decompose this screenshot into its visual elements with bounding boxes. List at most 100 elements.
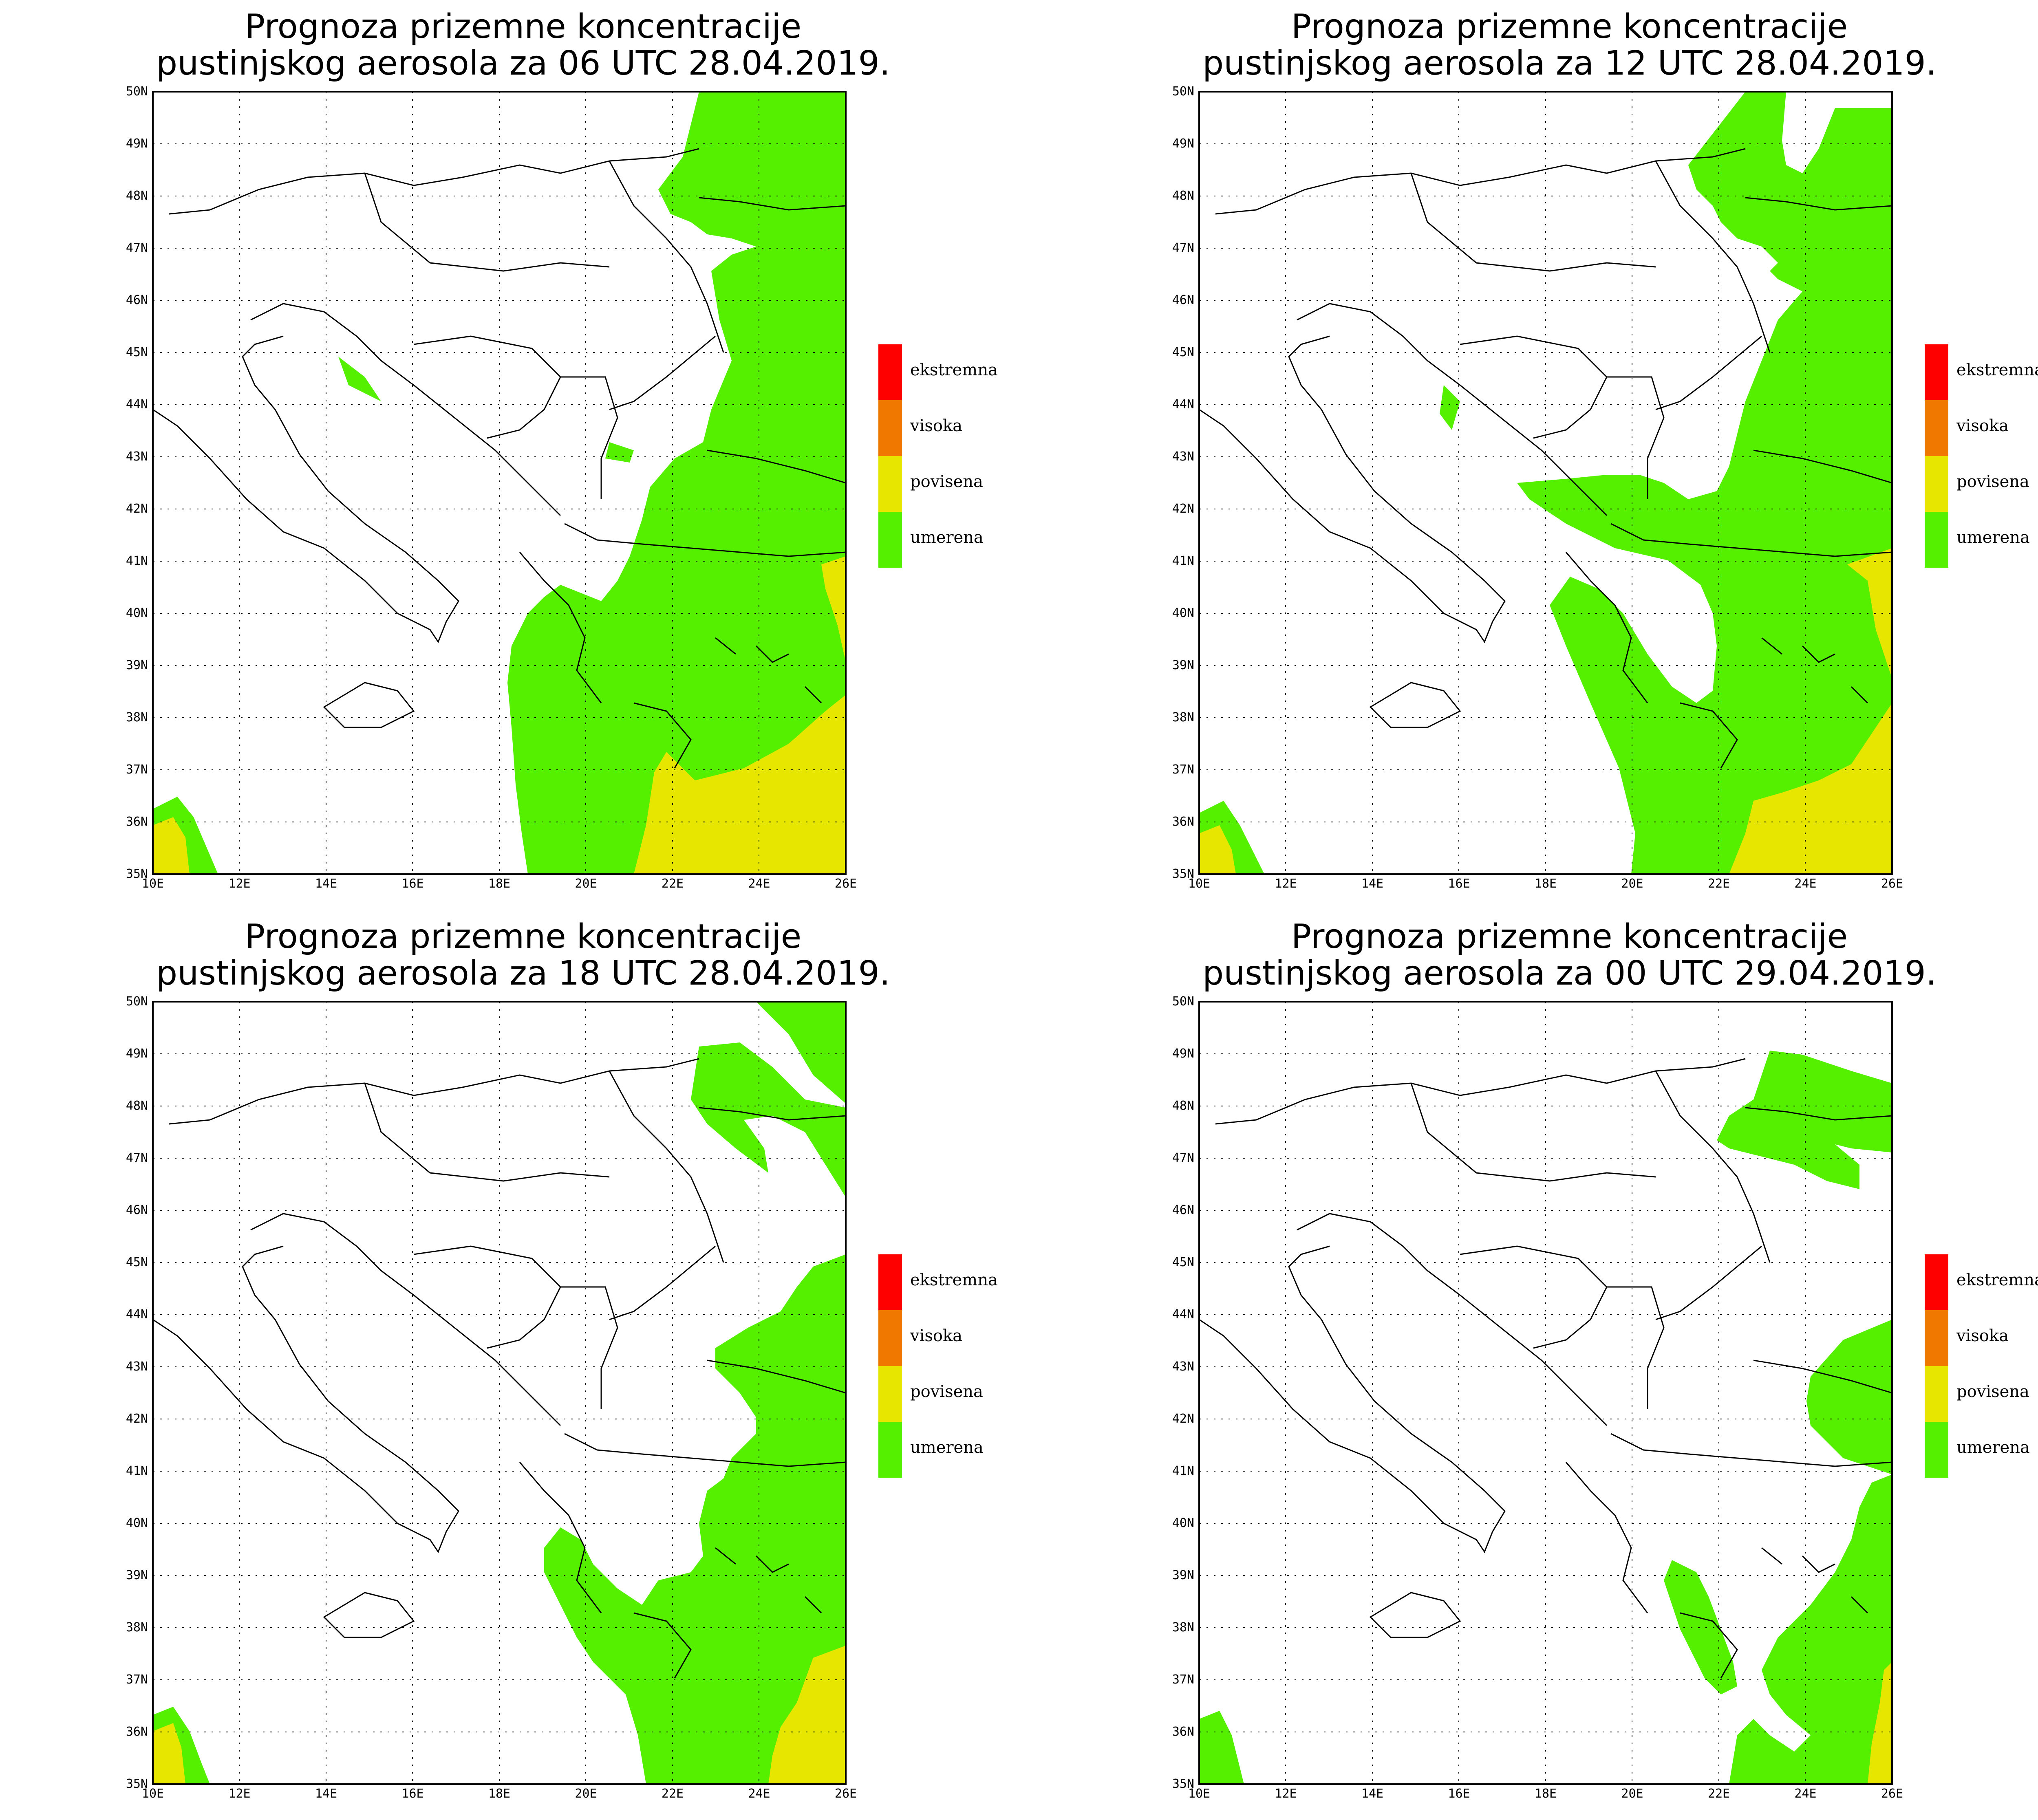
latitude-label: 38N	[126, 710, 148, 725]
latitude-label: 50N	[1172, 84, 1194, 99]
panel-title-line1: Prognoza prizemne koncentracije	[1291, 7, 1848, 46]
longitude-label: 18E	[1534, 877, 1557, 891]
legend-swatch-high	[878, 1310, 902, 1366]
legend-swatch-elevated	[878, 1366, 902, 1422]
latitude-label: 45N	[126, 1255, 148, 1269]
latitude-label: 39N	[1172, 658, 1194, 672]
latitude-label: 46N	[126, 293, 148, 307]
legend-swatch-moderate	[1925, 1422, 1948, 1478]
legend-swatch-elevated	[1925, 1366, 1948, 1422]
latitude-label: 35N	[1172, 867, 1194, 881]
latitude-label: 48N	[1172, 189, 1194, 203]
longitude-label: 14E	[315, 877, 337, 891]
longitude-label: 24E	[748, 1787, 770, 1801]
concentration-legend: ekstremna visoka povisena umerena	[1925, 344, 2038, 568]
longitude-label: 24E	[748, 877, 770, 891]
longitude-label: 24E	[1794, 877, 1817, 891]
latitude-label: 35N	[126, 867, 148, 881]
latitude-label: 48N	[126, 1099, 148, 1113]
longitude-label: 12E	[228, 877, 251, 891]
country-borders	[152, 1058, 846, 1679]
latitude-label: 43N	[126, 449, 148, 464]
latitude-label: 48N	[126, 189, 148, 203]
latitude-label: 39N	[1172, 1568, 1194, 1582]
longitude-label: 10E	[1188, 1787, 1211, 1801]
map-svg	[152, 1001, 847, 1785]
legend-label-extreme: ekstremna	[1956, 361, 2038, 379]
legend-label-moderate: umerena	[1956, 528, 2030, 547]
map-frame	[152, 1001, 847, 1785]
legend-swatch-high	[1925, 400, 1948, 456]
country-borders	[152, 148, 846, 769]
legend-label-moderate: umerena	[1956, 1438, 2030, 1457]
latitude-label: 37N	[126, 1672, 148, 1687]
legend-label-elevated: povisena	[910, 472, 983, 491]
latitude-label: 44N	[126, 397, 148, 412]
latitude-label: 39N	[126, 658, 148, 672]
latitude-label: 49N	[126, 137, 148, 151]
latitude-label: 42N	[126, 502, 148, 516]
longitude-label: 12E	[1275, 1787, 1297, 1801]
panel-title-line2: pustinjskog aerosola za 18 UTC 28.04.201…	[156, 954, 890, 993]
longitude-label: 26E	[834, 877, 857, 891]
forecast-panel-18utc: Prognoza prizemne koncentracije pustinjs…	[0, 910, 1046, 1820]
longitude-label: 22E	[1707, 877, 1730, 891]
latitude-label: 40N	[1172, 606, 1194, 620]
latitude-label: 43N	[1172, 449, 1194, 464]
legend-label-moderate: umerena	[910, 528, 984, 547]
latitude-label: 49N	[1172, 1047, 1194, 1061]
latitude-label: 40N	[126, 1516, 148, 1530]
legend-label-extreme: ekstremna	[1956, 1271, 2038, 1289]
latitude-label: 47N	[1172, 1151, 1194, 1165]
aerosol-elevated-region	[153, 556, 846, 874]
latitude-label: 50N	[126, 84, 148, 99]
longitude-label: 22E	[661, 1787, 684, 1801]
latitude-label: 49N	[126, 1047, 148, 1061]
country-borders	[1199, 148, 1892, 769]
legend-swatch-elevated	[1925, 456, 1948, 512]
longitude-label: 22E	[661, 877, 684, 891]
latitude-label: 41N	[1172, 1464, 1194, 1478]
longitude-label: 20E	[575, 1787, 597, 1801]
latitude-label: 36N	[126, 1725, 148, 1739]
latitude-label: 49N	[1172, 137, 1194, 151]
longitude-label: 26E	[1881, 877, 1903, 891]
panel-title-line1: Prognoza prizemne koncentracije	[245, 917, 802, 956]
latitude-label: 41N	[126, 554, 148, 568]
latitude-label: 40N	[126, 606, 148, 620]
latitude-label: 38N	[126, 1620, 148, 1635]
longitude-label: 16E	[1448, 1787, 1470, 1801]
concentration-legend: ekstremna visoka povisena umerena	[878, 344, 1041, 568]
longitude-label: 22E	[1707, 1787, 1730, 1801]
latitude-label: 45N	[1172, 345, 1194, 359]
latitude-label: 41N	[1172, 554, 1194, 568]
longitude-label: 16E	[401, 1787, 424, 1801]
latitude-label: 36N	[126, 815, 148, 829]
map-border	[152, 91, 847, 875]
longitude-label: 16E	[401, 877, 424, 891]
longitude-label: 10E	[141, 1787, 164, 1801]
aerosol-moderate-region	[1199, 1051, 1892, 1784]
map-border	[1198, 1001, 1893, 1785]
legend-swatch-moderate	[1925, 512, 1948, 568]
map-frame	[1198, 1001, 1893, 1785]
latitude-label: 43N	[1172, 1359, 1194, 1374]
legend-label-elevated: povisena	[1956, 1382, 2029, 1401]
latitude-label: 43N	[126, 1359, 148, 1374]
legend-swatch-extreme	[1925, 1254, 1948, 1310]
map-svg	[1198, 91, 1893, 875]
legend-swatch-high	[1925, 1310, 1948, 1366]
latitude-label: 35N	[1172, 1777, 1194, 1791]
map-border	[1198, 91, 1893, 875]
latitude-label: 38N	[1172, 710, 1194, 725]
legend-swatch-elevated	[878, 456, 902, 512]
panel-title-line2: pustinjskog aerosola za 00 UTC 29.04.201…	[1202, 954, 1937, 993]
legend-swatch-extreme	[1925, 344, 1948, 400]
legend-label-extreme: ekstremna	[910, 1271, 998, 1289]
legend-swatch-moderate	[878, 512, 902, 568]
forecast-panel-12utc: Prognoza prizemne koncentracije pustinjs…	[1046, 0, 2038, 910]
longitude-label: 14E	[315, 1787, 337, 1801]
panel-title-line2: pustinjskog aerosola za 12 UTC 28.04.201…	[1202, 44, 1937, 83]
longitude-label: 18E	[488, 877, 511, 891]
concentration-legend: ekstremna visoka povisena umerena	[878, 1254, 1041, 1478]
